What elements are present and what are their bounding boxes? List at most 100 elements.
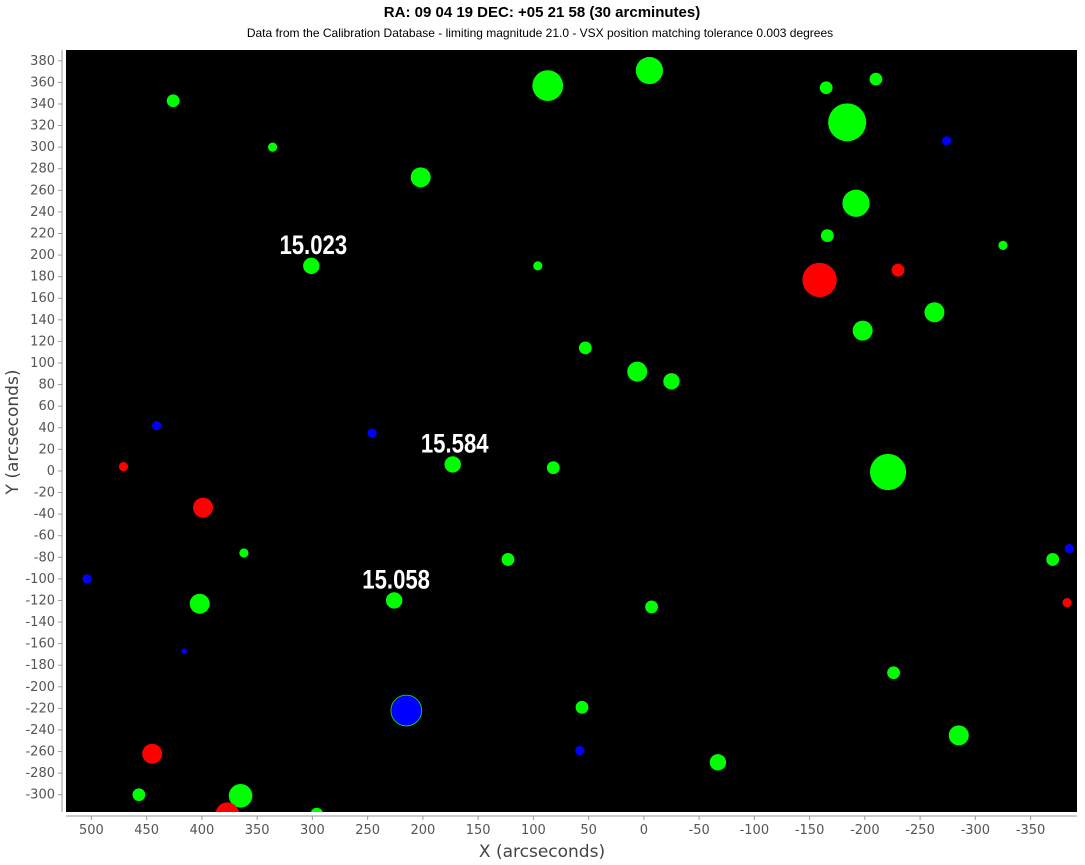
x-tick-label: 50 — [580, 823, 597, 838]
star-point-green[interactable] — [533, 261, 543, 271]
y-tick-label: -200 — [25, 680, 55, 695]
star-point-green[interactable] — [303, 257, 320, 275]
y-tick-label: 120 — [30, 334, 55, 349]
star-point-red[interactable] — [118, 462, 129, 472]
x-tick-label: 500 — [79, 823, 104, 838]
star-point-green[interactable] — [310, 807, 323, 821]
y-tick-label: 80 — [38, 378, 55, 393]
star-point-green[interactable] — [948, 725, 969, 746]
star-point-green[interactable] — [132, 788, 146, 802]
x-tick-label: -200 — [850, 823, 880, 838]
star-point-red[interactable] — [1062, 598, 1072, 608]
y-tick-label: -160 — [25, 637, 55, 652]
x-tick-label: 150 — [466, 823, 491, 838]
star-point-red[interactable] — [802, 262, 837, 298]
y-tick-label: -120 — [25, 593, 55, 608]
star-point-green[interactable] — [578, 341, 592, 355]
star-point-green[interactable] — [239, 548, 249, 558]
star-point-green[interactable] — [268, 142, 278, 152]
points — [82, 56, 1074, 826]
star-point-green[interactable] — [645, 600, 659, 614]
chart-title: RA: 09 04 19 DEC: +05 21 58 (30 arcminut… — [384, 4, 700, 21]
star-point-green[interactable] — [819, 81, 833, 95]
x-tick-label: -300 — [961, 823, 991, 838]
y-tick-label: 0 — [47, 464, 55, 479]
x-tick-label: 400 — [189, 823, 214, 838]
star-point-blue[interactable] — [82, 574, 92, 584]
star-point-green[interactable] — [998, 240, 1008, 250]
star-point-green[interactable] — [842, 189, 870, 217]
y-tick-label: 100 — [30, 356, 55, 371]
y-axis-label: Y (arcseconds) — [3, 370, 23, 496]
y-tick-label: -240 — [25, 723, 55, 738]
star-point-green[interactable] — [410, 167, 431, 188]
y-tick-label: -260 — [25, 745, 55, 760]
star-point-green[interactable] — [709, 754, 727, 771]
star-point-green[interactable] — [828, 103, 867, 142]
y-tick-label: 320 — [30, 119, 55, 134]
star-point-green[interactable] — [663, 373, 680, 390]
star-point-red[interactable] — [215, 802, 240, 826]
x-tick-label: 250 — [355, 823, 380, 838]
star-point-blue[interactable] — [390, 694, 423, 727]
y-tick-label: 220 — [30, 226, 55, 241]
y-tick-label: 60 — [38, 399, 55, 414]
star-point-green[interactable] — [820, 229, 834, 243]
x-tick-label: 200 — [410, 823, 435, 838]
x-tick-label: 0 — [640, 823, 648, 838]
star-point-blue[interactable] — [942, 136, 952, 146]
star-point-green[interactable] — [869, 72, 883, 86]
star-point-green[interactable] — [869, 453, 907, 491]
x-tick-label: 300 — [300, 823, 325, 838]
star-point-blue[interactable] — [181, 648, 188, 654]
x-axis-label: X (arcseconds) — [479, 842, 605, 862]
plot-area — [66, 50, 1077, 812]
y-tick-label: 180 — [30, 270, 55, 285]
y-tick-label: -180 — [25, 658, 55, 673]
y-tick-label: 340 — [30, 97, 55, 112]
x-tick-label: -150 — [795, 823, 825, 838]
x-tick-label: 100 — [521, 823, 546, 838]
star-point-red[interactable] — [193, 497, 214, 518]
y-tick-label: -40 — [34, 507, 55, 522]
star-point-blue[interactable] — [367, 428, 377, 438]
y-tick-label: -140 — [25, 615, 55, 630]
x-tick-label: 450 — [134, 823, 159, 838]
x-tick-label: 350 — [245, 823, 270, 838]
star-point-blue[interactable] — [1064, 544, 1074, 554]
star-point-green[interactable] — [887, 666, 900, 680]
star-point-blue[interactable] — [152, 421, 162, 431]
star-point-green[interactable] — [924, 302, 945, 323]
star-point-green[interactable] — [444, 456, 461, 473]
star-point-green[interactable] — [501, 553, 515, 566]
star-point-green[interactable] — [166, 94, 180, 108]
x-ticks: 500 450 400 350 300 250 200 150 100 50 0 -50 -100 -15… — [79, 816, 1045, 838]
y-tick-label: 280 — [30, 162, 55, 177]
star-point-green[interactable] — [627, 361, 648, 382]
star-point-green[interactable] — [575, 700, 589, 714]
star-point-green[interactable] — [852, 320, 873, 341]
star-point-green[interactable] — [532, 70, 564, 102]
star-point-green[interactable] — [546, 461, 560, 475]
y-tick-label: -60 — [34, 529, 55, 544]
star-point-blue[interactable] — [575, 745, 585, 756]
y-tick-label: -80 — [34, 550, 55, 565]
star-point-green[interactable] — [385, 592, 403, 609]
y-tick-label: 40 — [38, 421, 55, 436]
y-tick-label: -220 — [25, 701, 55, 716]
star-point-red[interactable] — [891, 263, 905, 277]
y-tick-label: 20 — [38, 442, 55, 457]
annotations: 15.023 15.584 15.058 — [279, 231, 488, 595]
y-tick-label: 240 — [30, 205, 55, 220]
y-tick-label: -100 — [25, 572, 55, 587]
y-tick-label: 300 — [30, 140, 55, 155]
y-ticks: 3803603403203002802602402202001801601401… — [25, 54, 62, 803]
star-point-green[interactable] — [1046, 553, 1060, 566]
y-tick-label: -280 — [25, 766, 55, 781]
star-point-green[interactable] — [228, 784, 253, 808]
magnitude-label: 15.023 — [279, 231, 347, 261]
star-point-green[interactable] — [189, 593, 210, 614]
star-point-green[interactable] — [635, 56, 663, 85]
star-point-red[interactable] — [142, 743, 163, 764]
